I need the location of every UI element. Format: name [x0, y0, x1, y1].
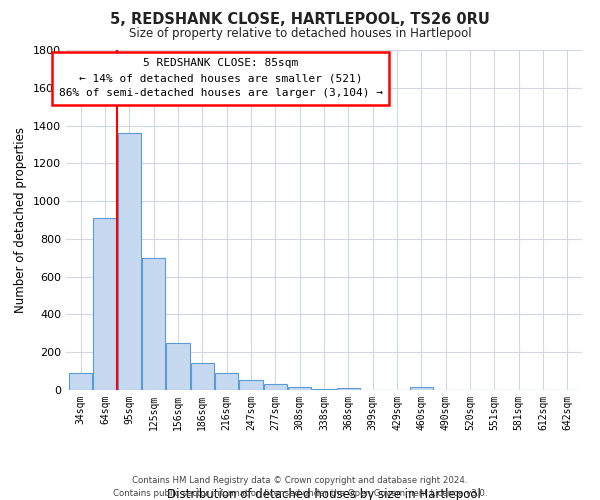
- Bar: [337, 388, 360, 390]
- Text: Size of property relative to detached houses in Hartlepool: Size of property relative to detached ho…: [128, 28, 472, 40]
- Bar: [215, 373, 238, 390]
- Bar: [313, 389, 335, 390]
- Text: 5, REDSHANK CLOSE, HARTLEPOOL, TS26 0RU: 5, REDSHANK CLOSE, HARTLEPOOL, TS26 0RU: [110, 12, 490, 28]
- Bar: [288, 387, 311, 390]
- Bar: [191, 362, 214, 390]
- Bar: [94, 218, 116, 390]
- Bar: [264, 384, 287, 390]
- Bar: [166, 343, 190, 390]
- Text: 5 REDSHANK CLOSE: 85sqm
← 14% of detached houses are smaller (521)
86% of semi-d: 5 REDSHANK CLOSE: 85sqm ← 14% of detache…: [59, 58, 383, 98]
- Bar: [410, 387, 433, 390]
- Bar: [69, 373, 92, 390]
- Bar: [118, 133, 141, 390]
- Y-axis label: Number of detached properties: Number of detached properties: [14, 127, 28, 313]
- Bar: [239, 380, 263, 390]
- Text: Contains HM Land Registry data © Crown copyright and database right 2024.
Contai: Contains HM Land Registry data © Crown c…: [113, 476, 487, 498]
- Bar: [142, 258, 165, 390]
- X-axis label: Distribution of detached houses by size in Hartlepool: Distribution of detached houses by size …: [167, 488, 481, 500]
